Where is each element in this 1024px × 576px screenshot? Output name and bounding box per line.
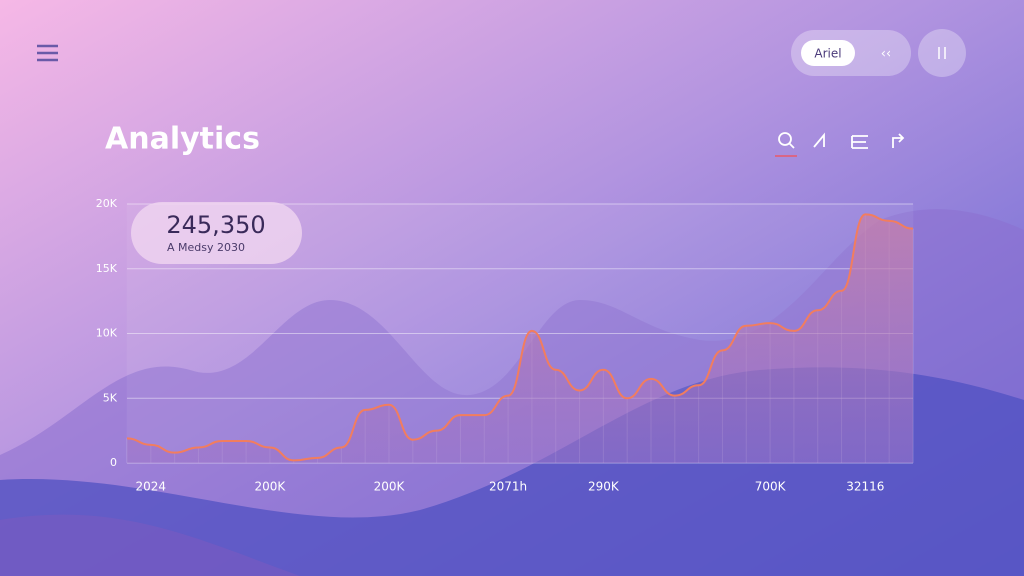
callout [131,202,302,264]
y-tick-label: 20K [96,197,118,210]
button-label[interactable]: Ariel [814,47,841,61]
y-tick-label: 10K [96,327,118,340]
x-tick-label: 32116 [846,480,884,494]
callout-caption: A Medsy 2030 [167,241,245,254]
pause-icon[interactable] [938,47,946,59]
backdrop-hill [0,514,300,576]
x-tick-label: 290K [588,480,620,494]
x-tick-label: 200K [374,480,406,494]
y-tick-label: 15K [96,262,118,275]
area [127,214,913,463]
back-icon[interactable]: ‹‹ [881,47,891,62]
x-tick-label: 2024 [136,480,167,494]
callout-value: 245,350 [166,211,265,239]
button[interactable] [801,40,855,66]
x-tick-label: 2071h [489,480,527,494]
x-tick-label: 200K [255,480,287,494]
menu-icon[interactable] [37,44,58,62]
y-tick-label: 0 [110,456,117,469]
x-tick-label: 700K [755,480,787,494]
y-tick-label: 5K [103,391,118,404]
tool-icons[interactable] [775,132,905,157]
pause-button[interactable] [918,29,966,77]
line [126,213,914,462]
page-title: Analytics [105,122,260,157]
